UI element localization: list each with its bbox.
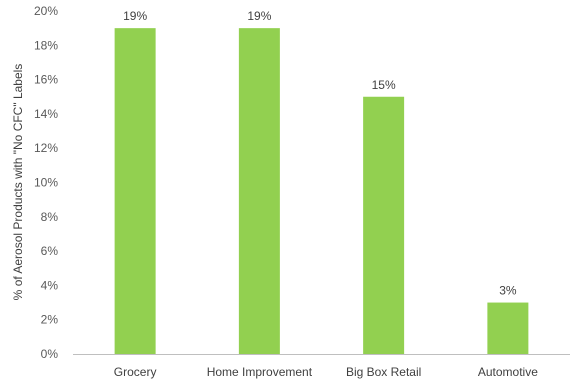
x-axis-labels: Grocery Home Improvement Big Box Retail Aut… bbox=[114, 365, 538, 379]
bar-data-label: 19% bbox=[247, 9, 271, 23]
x-category-label: Automotive bbox=[478, 365, 538, 379]
y-tick-label: 18% bbox=[34, 38, 58, 52]
y-tick-label: 2% bbox=[41, 313, 59, 327]
y-tick-label: 6% bbox=[41, 244, 59, 258]
bar bbox=[238, 28, 280, 355]
x-category-label: Home Improvement bbox=[207, 365, 313, 379]
y-axis-title: % of Aerosol Products with "No CFC" Labe… bbox=[11, 64, 25, 301]
y-tick-label: 16% bbox=[34, 73, 58, 87]
y-tick-label: 10% bbox=[34, 176, 58, 190]
bar bbox=[363, 96, 405, 354]
y-tick-label: 20% bbox=[34, 4, 58, 18]
bar-data-label: 3% bbox=[499, 284, 517, 298]
bar bbox=[114, 28, 156, 355]
bar-data-label: 15% bbox=[372, 78, 396, 92]
y-tick-label: 12% bbox=[34, 141, 58, 155]
y-tick-label: 8% bbox=[41, 210, 59, 224]
bar bbox=[487, 302, 529, 354]
bar-data-label: 19% bbox=[123, 9, 147, 23]
x-category-label: Grocery bbox=[114, 365, 157, 379]
y-tick-label: 14% bbox=[34, 107, 58, 121]
y-tick-label: 0% bbox=[41, 347, 59, 361]
data-labels: 19% 19% 15% 3% bbox=[123, 9, 517, 297]
y-axis-ticks: 0% 2% 4% 6% 8% 10% 12% 14% 16% 18% 20% bbox=[34, 4, 58, 361]
x-category-label: Big Box Retail bbox=[346, 365, 421, 379]
y-tick-label: 4% bbox=[41, 278, 59, 292]
bar-series bbox=[114, 28, 529, 355]
